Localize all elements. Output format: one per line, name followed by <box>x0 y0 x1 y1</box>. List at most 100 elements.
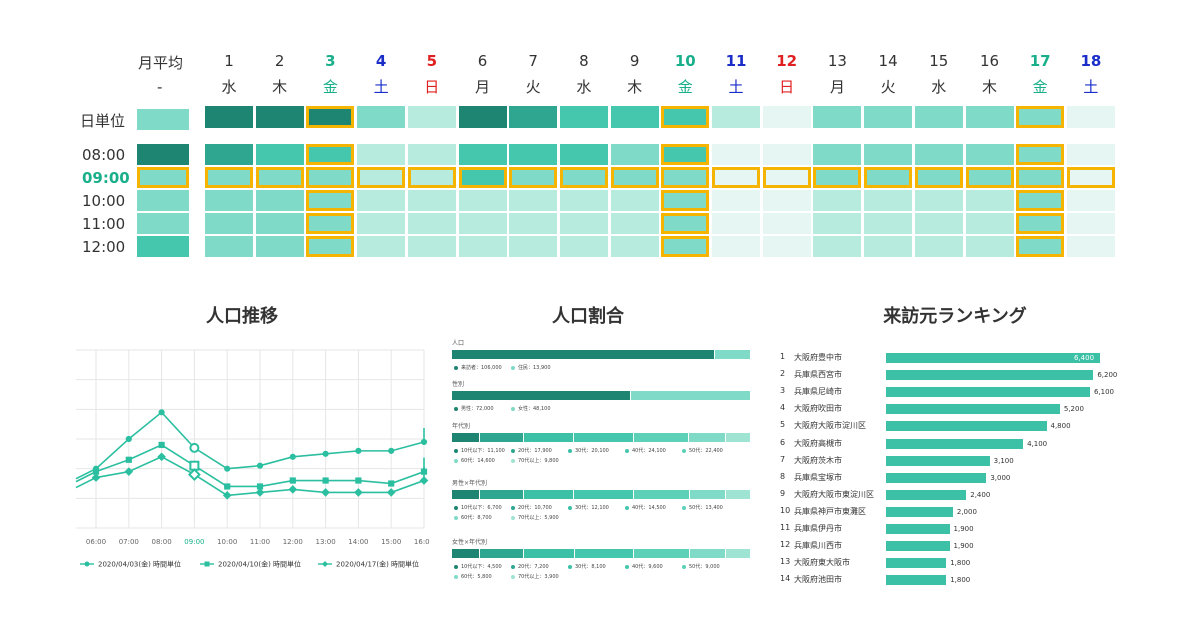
heatmap-cell[interactable] <box>762 236 811 257</box>
day-number[interactable]: 1 <box>224 52 234 70</box>
ratio-segment[interactable] <box>689 549 725 558</box>
hour-label[interactable]: 12:00 <box>82 238 126 256</box>
heatmap-cell[interactable] <box>965 144 1014 165</box>
heatmap-cell[interactable] <box>1016 236 1065 257</box>
day-unit-cell[interactable] <box>509 106 558 128</box>
heatmap-cell[interactable] <box>1066 190 1115 211</box>
heatmap-cell[interactable] <box>864 236 913 257</box>
day-number[interactable]: 6 <box>477 52 488 70</box>
heatmap-cell[interactable] <box>458 213 507 234</box>
heatmap-cell[interactable] <box>509 167 558 188</box>
ratio-segment[interactable] <box>725 490 750 499</box>
heatmap-cell[interactable] <box>1016 167 1065 188</box>
day-unit-cell[interactable] <box>864 106 913 128</box>
day-number[interactable]: 3 <box>325 52 336 70</box>
heatmap-cell[interactable] <box>205 190 253 211</box>
ratio-segment[interactable] <box>452 350 715 359</box>
ratio-segment[interactable] <box>725 433 750 442</box>
hour-label[interactable]: 11:00 <box>82 215 126 233</box>
heatmap-cell[interactable] <box>509 236 558 257</box>
heatmap-cell[interactable] <box>661 190 710 211</box>
heatmap-cell[interactable] <box>965 167 1014 188</box>
hour-average-cell[interactable] <box>137 213 189 234</box>
heatmap-cell[interactable] <box>813 213 862 234</box>
heatmap-cell[interactable] <box>610 190 659 211</box>
heatmap-cell[interactable] <box>205 167 253 188</box>
ratio-segment[interactable] <box>452 490 479 499</box>
heatmap-cell[interactable] <box>306 236 355 257</box>
day-unit-cell[interactable] <box>661 106 710 128</box>
hour-label[interactable]: 09:00 <box>82 169 130 187</box>
heatmap-cell[interactable] <box>610 144 659 165</box>
heatmap-cell[interactable] <box>813 190 862 211</box>
day-number[interactable]: 5 <box>426 52 438 70</box>
day-number[interactable]: 8 <box>579 52 589 70</box>
heatmap-cell[interactable] <box>914 236 963 257</box>
day-number[interactable]: 16 <box>979 52 1000 70</box>
ranking-row[interactable]: 6 大阪府高槻市 4,100 <box>780 438 1180 450</box>
ratio-segment[interactable] <box>634 490 689 499</box>
heatmap-cell[interactable] <box>712 236 760 257</box>
heatmap-cell[interactable] <box>255 213 304 234</box>
heatmap-cell[interactable] <box>559 190 608 211</box>
day-number[interactable]: 12 <box>776 52 798 70</box>
day-unit-cell[interactable] <box>407 106 456 128</box>
day-unit-cell[interactable] <box>205 106 253 128</box>
heatmap-cell[interactable] <box>255 167 304 188</box>
heatmap-cell[interactable] <box>712 213 760 234</box>
heatmap-cell[interactable] <box>610 213 659 234</box>
heatmap-cell[interactable] <box>357 213 406 234</box>
day-unit-average-cell[interactable] <box>137 109 189 130</box>
heatmap-cell[interactable] <box>255 190 304 211</box>
heatmap-cell[interactable] <box>914 144 963 165</box>
heatmap-cell[interactable] <box>864 144 913 165</box>
heatmap-cell[interactable] <box>914 213 963 234</box>
heatmap-cell[interactable] <box>914 167 963 188</box>
ratio-segment[interactable] <box>725 549 750 558</box>
heatmap-cell[interactable] <box>1016 144 1065 165</box>
heatmap-cell[interactable] <box>458 190 507 211</box>
heatmap-cell[interactable] <box>762 190 811 211</box>
ratio-segment[interactable] <box>452 391 630 400</box>
heatmap-cell[interactable] <box>255 144 304 165</box>
ratio-segment[interactable] <box>630 391 750 400</box>
heatmap-cell[interactable] <box>965 190 1014 211</box>
day-number[interactable]: 10 <box>674 52 696 70</box>
hour-label[interactable]: 08:00 <box>82 146 126 164</box>
heatmap-cell[interactable] <box>1016 190 1065 211</box>
heatmap-cell[interactable] <box>407 213 456 234</box>
ranking-row[interactable]: 5 大阪府大阪市淀川区 4,800 <box>780 420 1180 432</box>
ranking-row[interactable]: 8 兵庫県宝塚市 3,000 <box>780 472 1180 484</box>
heatmap-cell[interactable] <box>458 144 507 165</box>
ratio-segment[interactable] <box>479 433 523 442</box>
ratio-segment[interactable] <box>633 433 689 442</box>
heatmap-cell[interactable] <box>661 144 710 165</box>
hour-average-cell[interactable] <box>137 190 189 211</box>
heatmap-cell[interactable] <box>712 144 760 165</box>
ranking-row[interactable]: 10 兵庫県神戸市東灘区 2,000 <box>780 506 1180 518</box>
day-number[interactable]: 17 <box>1029 52 1051 70</box>
heatmap-cell[interactable] <box>559 236 608 257</box>
ranking-row[interactable]: 14 大阪府池田市 1,800 <box>780 574 1180 586</box>
heatmap-cell[interactable] <box>306 167 355 188</box>
heatmap-cell[interactable] <box>965 236 1014 257</box>
ranking-row[interactable]: 3 兵庫県尼崎市 6,100 <box>780 386 1180 398</box>
ratio-segment[interactable] <box>524 433 573 442</box>
day-unit-cell[interactable] <box>610 106 659 128</box>
ratio-segment[interactable] <box>574 549 634 558</box>
heatmap-cell[interactable] <box>813 236 862 257</box>
heatmap-cell[interactable] <box>306 144 355 165</box>
heatmap-cell[interactable] <box>1066 213 1115 234</box>
heatmap-cell[interactable] <box>407 144 456 165</box>
day-number[interactable]: 2 <box>274 52 285 70</box>
heatmap-cell[interactable] <box>559 167 608 188</box>
heatmap-cell[interactable] <box>762 167 811 188</box>
heatmap-cell[interactable] <box>559 213 608 234</box>
heatmap-cell[interactable] <box>712 167 760 188</box>
day-unit-cell[interactable] <box>255 106 304 128</box>
heatmap-cell[interactable] <box>458 236 507 257</box>
heatmap-cell[interactable] <box>1066 167 1115 188</box>
heatmap-cell[interactable] <box>661 236 710 257</box>
day-number[interactable]: 7 <box>528 52 538 70</box>
ratio-segment[interactable] <box>689 490 725 499</box>
